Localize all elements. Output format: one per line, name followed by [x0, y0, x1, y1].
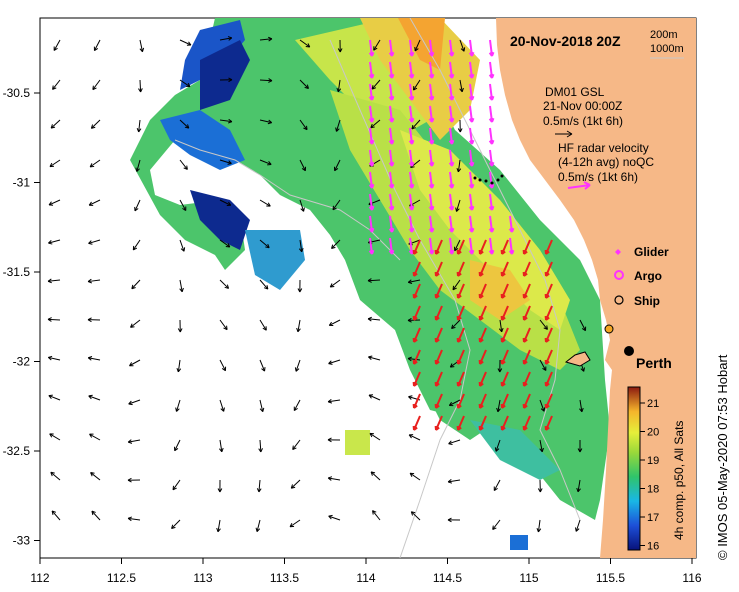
- perth-city-marker: [624, 346, 634, 356]
- y-tick-label: -31.5: [3, 265, 31, 279]
- argo-legend-symbol: [614, 270, 624, 280]
- x-tick-label: 115: [519, 571, 538, 585]
- x-tick-label: 113: [193, 571, 212, 585]
- depth-contours: [174, 18, 581, 558]
- x-tick-label: 112.5: [107, 571, 136, 585]
- colorbar-tick-label: 20: [647, 427, 659, 439]
- wind-legend-scale: 0.5m/s (1kt 6h): [543, 114, 623, 128]
- wind-vectors: [47, 36, 587, 533]
- credit-text: © IMOS 05-May-2020 07:53 Hobart: [715, 354, 730, 560]
- colorbar-tick-label: 17: [647, 512, 659, 524]
- wind-legend-time: 21-Nov 00:00Z: [543, 99, 622, 113]
- colorbar-ticks: 21 20 19 18 17 16: [640, 398, 659, 553]
- depth-legend-200m: 200m: [650, 29, 678, 41]
- ship-legend-symbol: [614, 295, 624, 305]
- argo-float-marker: [604, 324, 614, 334]
- sst-field: [130, 18, 610, 550]
- radar-vectors: [368, 39, 515, 255]
- colorbar-tick-label: 16: [647, 541, 659, 553]
- argo-legend-label: Argo: [634, 269, 662, 283]
- depth-legend-1000m: 1000m: [650, 43, 684, 55]
- map-title: 20-Nov-2018 20Z: [510, 33, 621, 49]
- radar-legend-arrow: [567, 184, 591, 189]
- glider-track: [473, 174, 504, 185]
- coastline-detail: [564, 351, 591, 367]
- x-tick-label: 116: [682, 571, 701, 585]
- x-tick-label: 114.5: [433, 571, 462, 585]
- x-axis: 112 112.5 113 113.5 114 114.5 115 115.5 116: [30, 558, 702, 585]
- land-mass: [496, 18, 696, 558]
- radar-legend-scale: 0.5m/s (1kt 6h): [558, 170, 638, 184]
- colorbar-tick-label: 18: [647, 484, 659, 496]
- glider-legend-symbol: [615, 249, 621, 255]
- colorbar-tick-label: 19: [647, 455, 659, 467]
- city-label-perth: Perth: [636, 355, 672, 371]
- y-tick-label: -31: [13, 176, 31, 190]
- radar-vectors-south: [412, 239, 553, 431]
- colorbar-label: 4h comp. p50, All Sats: [672, 421, 686, 540]
- x-tick-label: 113.5: [270, 571, 299, 585]
- colorbar: [627, 386, 641, 551]
- ship-legend-label: Ship: [634, 294, 660, 308]
- radar-legend-title: HF radar velocity: [558, 141, 649, 155]
- y-tick-label: -30.5: [3, 86, 31, 100]
- wind-legend-source: DM01 GSL: [545, 85, 605, 99]
- y-tick-label: -32.5: [3, 444, 31, 458]
- y-tick-label: -32: [13, 355, 31, 369]
- x-tick-label: 114: [356, 571, 375, 585]
- x-tick-label: 112: [30, 571, 49, 585]
- y-tick-label: -33: [13, 534, 31, 548]
- radar-legend-avg: (4-12h avg) noQC: [558, 155, 654, 169]
- y-axis: -30.5 -31 -31.5 -32 -32.5 -33: [3, 86, 40, 548]
- glider-legend-label: Glider: [634, 245, 669, 259]
- colorbar-tick-label: 21: [647, 398, 659, 410]
- x-tick-label: 115.5: [596, 571, 625, 585]
